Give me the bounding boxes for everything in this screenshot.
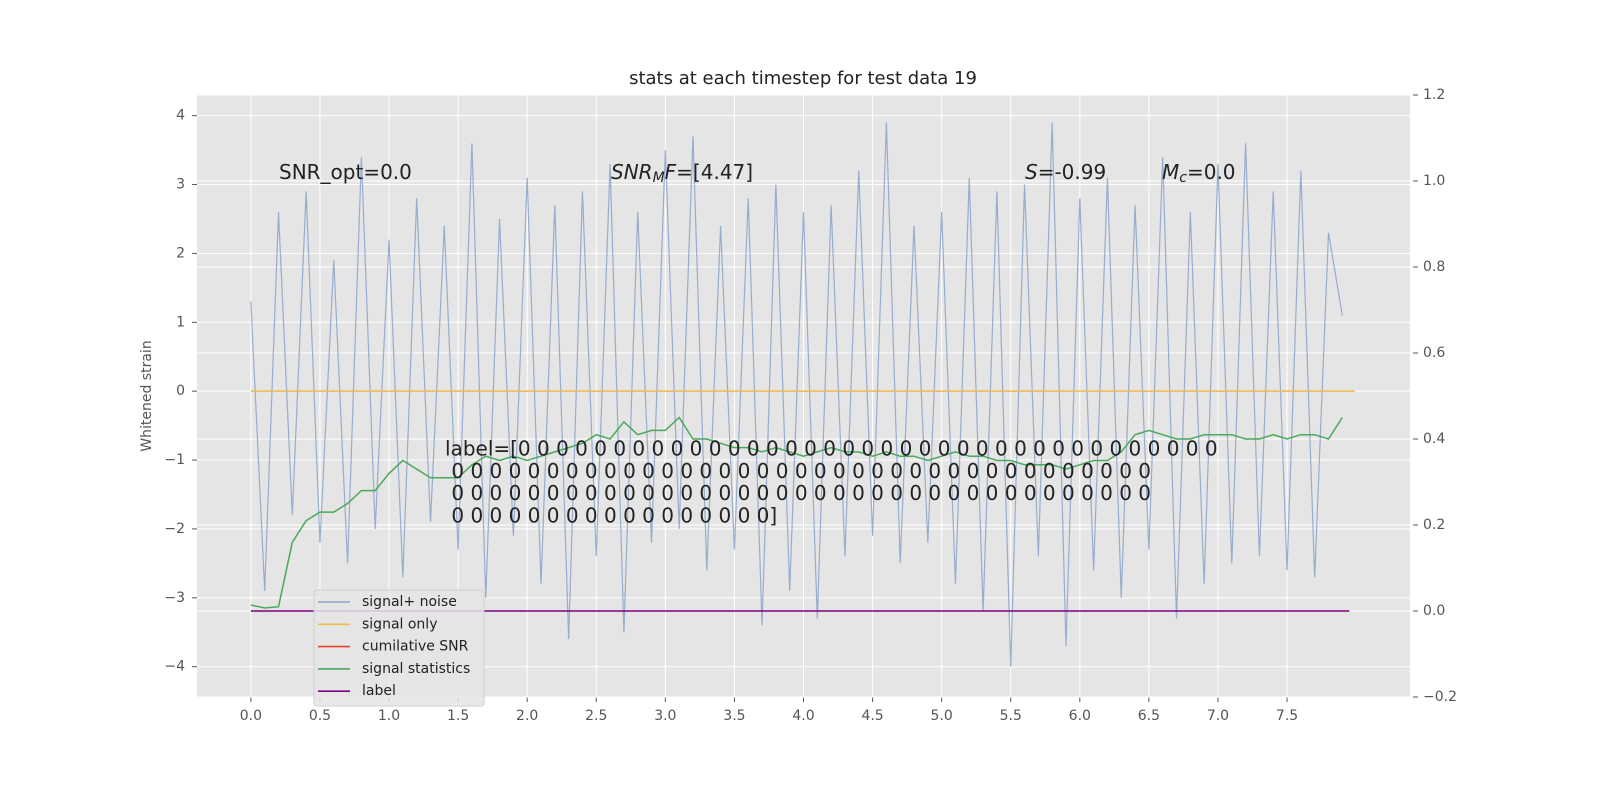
annotation-part: F: [665, 160, 677, 184]
legend-box: [313, 589, 485, 707]
legend-label: signal only: [362, 616, 437, 632]
chart-title: stats at each timestep for test data 19: [629, 68, 977, 89]
y-axis-label: Whitened strain: [139, 340, 155, 451]
y2-tick-label: −0.2: [1423, 689, 1457, 705]
y-tick-label: 1: [176, 314, 185, 330]
y-tick-label: 3: [176, 177, 185, 193]
annotation: SNRMF=[4.47]: [611, 160, 753, 187]
legend-label: signal statistics: [362, 661, 470, 677]
label-text: 0 0 0 0 0 0 0 0 0 0 0 0 0 0 0 0 0 0 0 0 …: [445, 459, 1151, 483]
x-tick-label: 4.5: [861, 708, 883, 724]
y2-tick-label: 1.2: [1423, 87, 1445, 103]
y-tick-label: −1: [164, 452, 185, 468]
annotation-part: SNR: [611, 160, 653, 184]
x-tick-label: 2.5: [585, 708, 607, 724]
x-tick-label: 3.0: [654, 708, 676, 724]
legend-label: signal+ noise: [362, 594, 457, 610]
annotation: S=-0.99: [1025, 160, 1106, 184]
y-tick-label: 4: [176, 108, 185, 124]
annotation-part: =-0.99: [1038, 160, 1107, 184]
legend-label: cumilative SNR: [362, 639, 469, 655]
y-tick-label: −4: [164, 659, 185, 675]
annotation: Mc=0.0: [1162, 160, 1236, 187]
y-tick-label: −3: [164, 590, 185, 606]
annotation-part: =[4.47]: [676, 160, 753, 184]
label-text: 0 0 0 0 0 0 0 0 0 0 0 0 0 0 0 0 0 0 0 0 …: [445, 481, 1151, 505]
x-tick-label: 2.0: [516, 708, 538, 724]
x-tick-label: 6.0: [1069, 708, 1091, 724]
x-tick-label: 0.5: [309, 708, 331, 724]
y2-tick-label: 1.0: [1423, 173, 1445, 189]
label-text: 0 0 0 0 0 0 0 0 0 0 0 0 0 0 0 0 0]: [445, 503, 777, 527]
x-tick-label: 1.0: [378, 708, 400, 724]
y-tick-label: 2: [176, 245, 185, 261]
x-tick-label: 7.0: [1207, 708, 1229, 724]
annotation-part: M: [653, 170, 665, 186]
y2-tick-label: 0.6: [1423, 345, 1445, 361]
y-tick-label: −2: [164, 521, 185, 537]
x-tick-label: 5.5: [1000, 708, 1022, 724]
label-text: label=[0 0 0 0 0 0 0 0 0 0 0 0 0 0 0 0 0…: [445, 437, 1218, 461]
annotation-part: SNR_opt=0.0: [279, 160, 412, 184]
y2-tick-label: 0.2: [1423, 517, 1445, 533]
series-line: [250, 416, 1343, 609]
x-tick-label: 4.0: [792, 708, 814, 724]
y2-tick-label: 0.4: [1423, 431, 1445, 447]
y2-tick-label: 0.0: [1423, 603, 1445, 619]
annotation-part: c: [1179, 170, 1187, 186]
series-line: [250, 122, 1343, 667]
annotation: SNR_opt=0.0: [279, 160, 412, 184]
annotation-part: S: [1025, 160, 1038, 184]
y2-tick-label: 0.8: [1423, 259, 1445, 275]
x-tick-label: 0.0: [240, 708, 262, 724]
legend-label: label: [362, 683, 396, 699]
x-tick-label: 7.5: [1276, 708, 1298, 724]
x-tick-label: 6.5: [1138, 708, 1160, 724]
annotation-part: =0.0: [1187, 160, 1236, 184]
x-tick-label: 1.5: [447, 708, 469, 724]
x-tick-label: 3.5: [723, 708, 745, 724]
x-tick-label: 5.0: [931, 708, 953, 724]
annotation-part: M: [1162, 160, 1179, 184]
y-tick-label: 0: [176, 383, 185, 399]
